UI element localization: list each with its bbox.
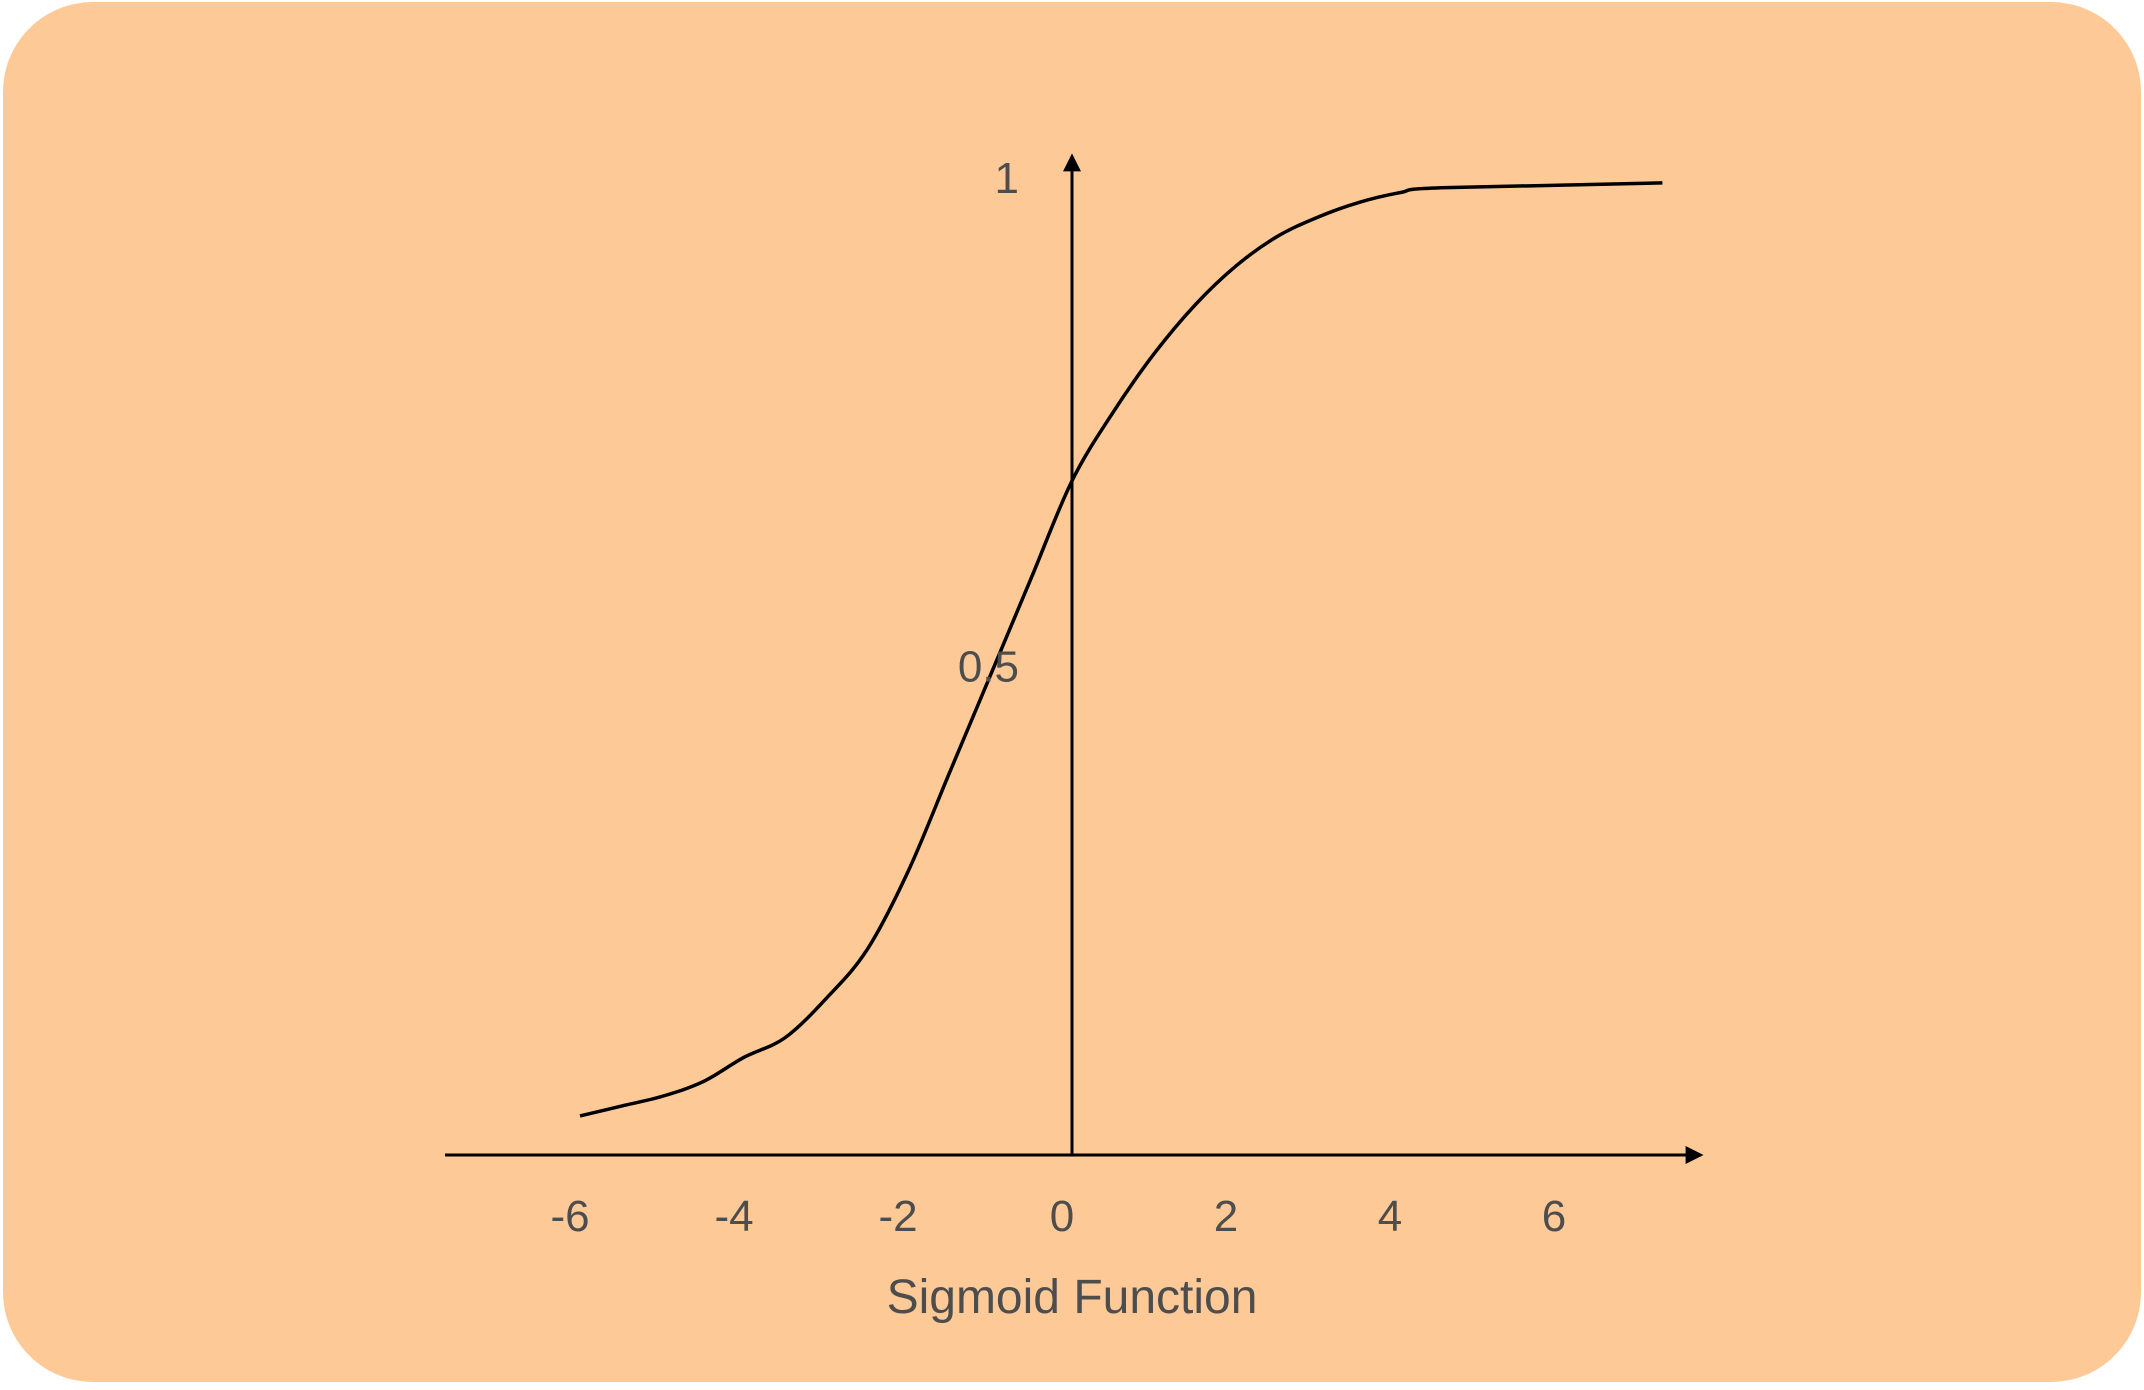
y-tick-label: 1 (995, 154, 1019, 203)
x-tick-label: 4 (1378, 1192, 1402, 1241)
sigmoid-curve (579, 181, 1663, 1118)
y-tick-labels: 0.51 (958, 154, 1019, 692)
chart-svg: -6 -4 -2 0 2 4 6 0.51 Sigmoid Function (445, 153, 1704, 1324)
x-tick-label: -6 (550, 1192, 589, 1241)
x-tick-label: 6 (1542, 1192, 1566, 1241)
chart-card: -6 -4 -2 0 2 4 6 0.5 1 Sigmoid Function (3, 2, 2141, 1382)
x-tick-label: 2 (1214, 1192, 1238, 1241)
chart-title: Sigmoid Function (887, 1271, 1258, 1324)
x-tick-labels: -6 -4 -2 0 2 4 6 (550, 1192, 1566, 1241)
x-tick-label: 0 (1050, 1192, 1074, 1241)
y-tick-label: 0.5 (958, 643, 1019, 692)
x-tick-label: -2 (878, 1192, 917, 1241)
x-tick-label: -4 (714, 1192, 753, 1241)
